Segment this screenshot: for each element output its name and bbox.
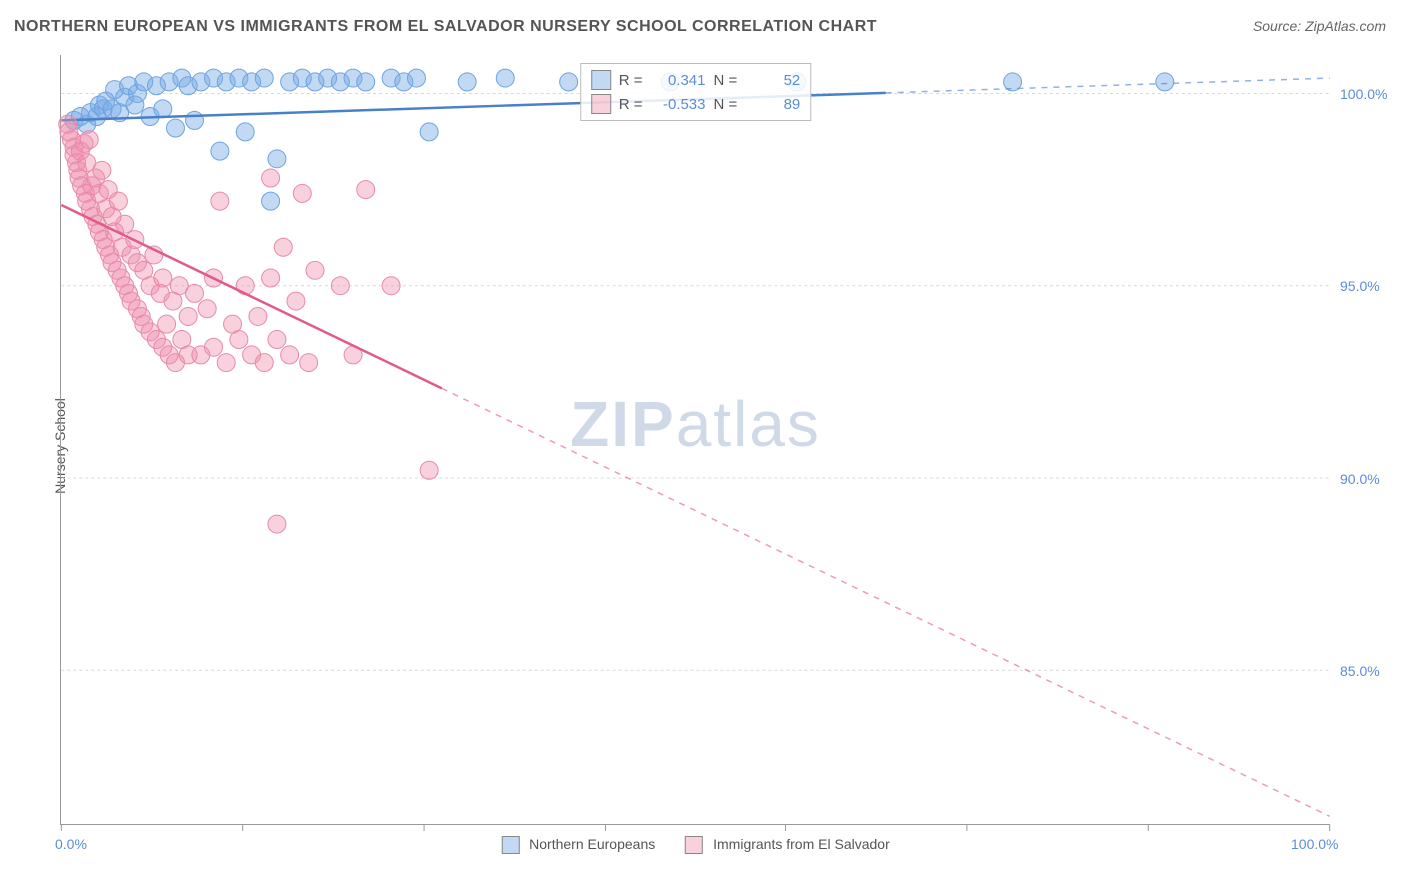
chart-title: NORTHERN EUROPEAN VS IMMIGRANTS FROM EL … bbox=[14, 18, 877, 36]
stats-row-series1: R = 0.341 N = 52 bbox=[591, 68, 801, 92]
stats-r-label-2: R = bbox=[619, 96, 643, 113]
stats-r-value-1: 0.341 bbox=[651, 72, 706, 89]
legend-swatch-1 bbox=[501, 836, 519, 854]
legend-swatch-2 bbox=[685, 836, 703, 854]
stats-swatch-series1 bbox=[591, 70, 611, 90]
stats-swatch-series2 bbox=[591, 94, 611, 114]
x-tick-label: 100.0% bbox=[1291, 836, 1338, 852]
legend-bottom: Northern Europeans Immigrants from El Sa… bbox=[501, 836, 889, 854]
legend-item-1: Northern Europeans bbox=[501, 836, 655, 854]
stats-row-series2: R = -0.533 N = 89 bbox=[591, 92, 801, 116]
y-tick-label: 95.0% bbox=[1340, 278, 1406, 294]
y-tick-label: 85.0% bbox=[1340, 663, 1406, 679]
stats-n-value-2: 89 bbox=[745, 96, 800, 113]
stats-legend-box: R = 0.341 N = 52 R = -0.533 N = 89 bbox=[580, 63, 812, 121]
source-attribution: Source: ZipAtlas.com bbox=[1253, 18, 1386, 34]
legend-label-1: Northern Europeans bbox=[529, 836, 655, 852]
stats-r-value-2: -0.533 bbox=[651, 96, 706, 113]
y-tick-label: 90.0% bbox=[1340, 471, 1406, 487]
plot-area: ZIPatlas R = 0.341 N = 52 R = -0.533 N =… bbox=[60, 55, 1330, 825]
plot-svg bbox=[61, 55, 1330, 824]
legend-item-2: Immigrants from El Salvador bbox=[685, 836, 890, 854]
legend-label-2: Immigrants from El Salvador bbox=[713, 836, 890, 852]
stats-n-label-1: N = bbox=[714, 72, 738, 89]
y-tick-label: 100.0% bbox=[1340, 86, 1406, 102]
stats-r-label-1: R = bbox=[619, 72, 643, 89]
chart-container: NORTHERN EUROPEAN VS IMMIGRANTS FROM EL … bbox=[0, 0, 1406, 892]
stats-n-value-1: 52 bbox=[745, 72, 800, 89]
stats-n-label-2: N = bbox=[714, 96, 738, 113]
x-tick-label: 0.0% bbox=[55, 836, 87, 852]
